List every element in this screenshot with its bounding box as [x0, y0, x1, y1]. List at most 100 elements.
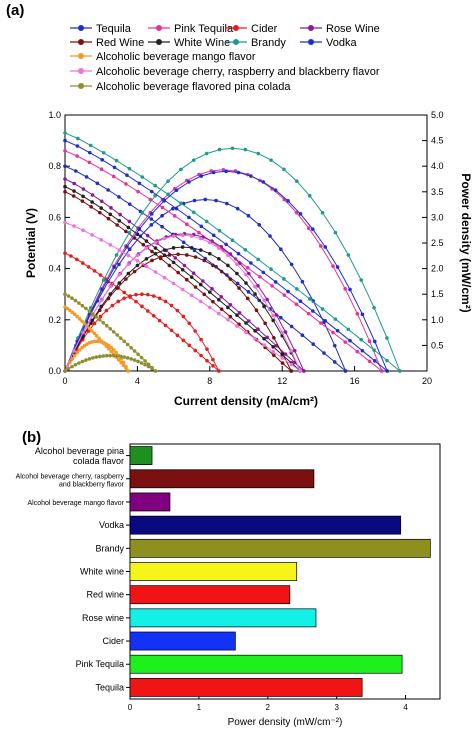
power-point [224, 169, 228, 174]
polarization-point [246, 290, 251, 294]
power-point [228, 277, 233, 281]
polarization-point [226, 305, 230, 310]
polarization-point [124, 182, 128, 186]
power-point [245, 296, 250, 301]
power-point [214, 198, 218, 203]
polarization-point [167, 263, 172, 268]
x-axis-label-b: Power density (mW/cm⁻²) [228, 717, 343, 728]
power-point [92, 321, 97, 326]
polarization-point [320, 307, 325, 311]
legend-swatch-marker [233, 39, 239, 45]
legend-label: Alcoholic beverage cherry, raspberry and… [96, 66, 380, 78]
power-point [127, 230, 132, 235]
bar [129, 678, 363, 697]
polarization-point [129, 345, 133, 350]
polarization-point [172, 214, 177, 218]
power-point [286, 199, 290, 203]
power-point [149, 223, 154, 227]
polarization-point [307, 297, 312, 301]
power-point [108, 292, 113, 296]
polarization-point [80, 303, 85, 308]
power-point [385, 369, 389, 373]
power-point [335, 265, 340, 269]
polarization-point [82, 321, 87, 326]
power-point [294, 210, 299, 215]
polarization-point [157, 318, 162, 323]
y2-tick-label-a: 2.5 [431, 238, 444, 248]
polarization-point [75, 257, 79, 262]
power-point [107, 343, 111, 348]
power-point [175, 308, 180, 313]
power-point [90, 318, 94, 323]
power-point [136, 359, 140, 364]
bar [129, 608, 317, 628]
polarization-point [72, 312, 77, 317]
polarization-point [63, 251, 67, 256]
power-point [162, 199, 166, 203]
power-point [118, 354, 123, 359]
polarization-point [211, 233, 216, 238]
polarization-point [261, 270, 266, 275]
power-point [199, 174, 204, 178]
power-point [88, 305, 93, 310]
polarization-point [146, 309, 150, 313]
polarization-point [372, 348, 376, 352]
polarization-point [175, 333, 180, 338]
polarization-point [171, 281, 176, 286]
polarization-point [139, 355, 144, 360]
polarization-point [211, 299, 215, 304]
polarization-point [90, 328, 94, 333]
x-tick-label-a: 16 [350, 376, 360, 386]
polarization-point [99, 237, 103, 242]
power-point [132, 269, 137, 274]
polarization-point [191, 210, 196, 215]
polarization-point [145, 233, 150, 238]
polarization-point [84, 175, 89, 179]
polarization-point [66, 294, 71, 298]
polarization-point [108, 327, 113, 331]
power-point [262, 304, 266, 309]
polarization-curve [64, 165, 346, 372]
power-point [271, 318, 275, 323]
panel-a-label: (a) [6, 2, 24, 19]
power-point [162, 236, 167, 241]
power-point [211, 263, 215, 268]
category-label: Alcohol beverage mango flavor [27, 500, 124, 507]
power-point [268, 234, 272, 238]
power-point [129, 357, 133, 361]
power-point [139, 361, 144, 365]
polarization-point [88, 143, 93, 148]
polarization-point [253, 329, 257, 333]
legend-label: Brandy [251, 37, 286, 49]
power-point [162, 248, 167, 252]
power-point [280, 330, 285, 335]
y2-tick-label-a: 1.5 [431, 289, 444, 299]
power-point [180, 245, 185, 249]
polarization-point [153, 183, 157, 188]
polarization-point [228, 314, 233, 319]
power-point [125, 245, 129, 249]
polarization-point [127, 202, 132, 206]
polarization-point [208, 305, 212, 310]
polarization-point [210, 287, 214, 291]
category-label: Pink Tequila [76, 659, 124, 669]
power-point [236, 170, 241, 175]
power-point [244, 281, 248, 285]
polarization-point [137, 181, 142, 186]
polarization-point [117, 219, 122, 223]
category-label: Cider [102, 636, 124, 646]
power-point [256, 151, 260, 156]
x-axis-label-a: Current density (mA/cm²) [174, 394, 318, 408]
power-point [208, 240, 212, 245]
polarization-point [92, 331, 97, 336]
polarization-point [63, 164, 67, 168]
power-point [163, 299, 168, 304]
power-point [98, 354, 102, 359]
polarization-point [169, 328, 174, 333]
power-point [283, 330, 288, 334]
power-point [360, 312, 365, 317]
power-point [115, 354, 120, 358]
polarization-point [126, 253, 131, 258]
power-point [398, 369, 402, 373]
power-point [84, 358, 88, 362]
